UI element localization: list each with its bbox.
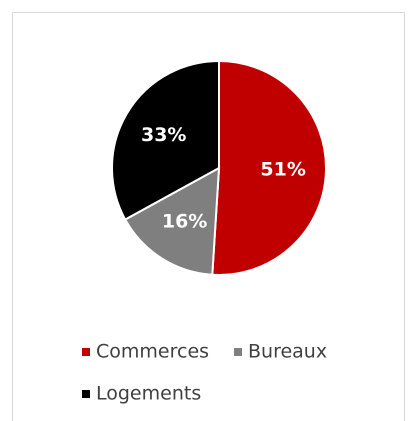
legend-label: Logements — [96, 383, 201, 405]
chart-border — [12, 12, 405, 421]
legend-marker — [82, 390, 90, 398]
data-label: 33% — [141, 124, 186, 146]
data-label: 16% — [162, 211, 207, 233]
legend-marker — [82, 348, 90, 356]
legend-marker — [234, 348, 242, 356]
pie-slice — [123, 166, 221, 276]
pie-slice — [111, 59, 220, 221]
pie-slice — [211, 59, 327, 276]
data-label: 51% — [260, 159, 305, 181]
legend-label: Bureaux — [248, 341, 327, 363]
legend-label: Commerces — [96, 341, 209, 363]
